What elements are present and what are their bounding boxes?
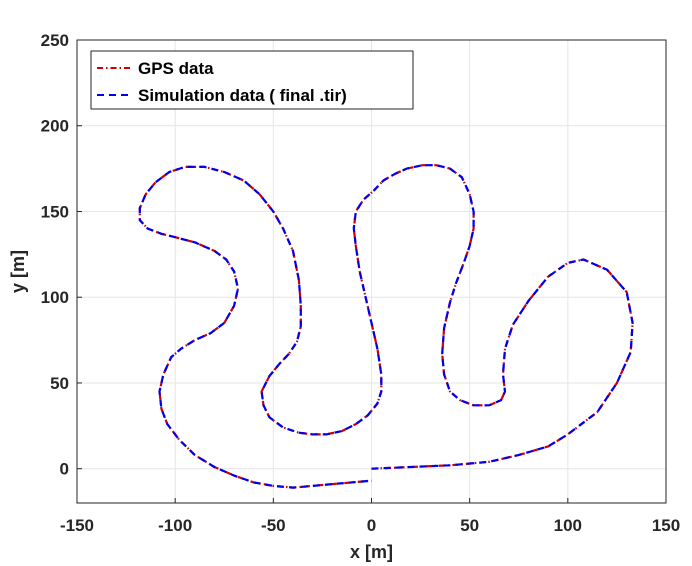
y-tick-label: 200: [41, 117, 69, 136]
grid: [76, 39, 667, 503]
x-tick-label: 100: [554, 516, 582, 535]
x-tick-label: 0: [367, 516, 376, 535]
legend-label-simulation: Simulation data ( final .tir): [138, 86, 347, 105]
y-tick-label: 250: [41, 31, 69, 50]
x-tick-label: -50: [261, 516, 286, 535]
series-layer: [138, 164, 634, 489]
y-tick-label: 50: [50, 374, 69, 393]
tick-labels: -150 -100 -50 0 50 100 150 0 50 100 150 200 250: [41, 31, 681, 535]
y-tick-label: 150: [41, 202, 69, 221]
x-tick-label: -150: [60, 516, 94, 535]
legend-box: [90, 50, 414, 110]
x-tick-label: 50: [460, 516, 479, 535]
x-tick-label: -100: [158, 516, 192, 535]
legend: GPS data Simulation data ( final .tir): [90, 50, 414, 110]
y-tick-label: 0: [60, 460, 69, 479]
x-axis-label: x [m]: [350, 542, 393, 562]
legend-label-gps: GPS data: [138, 59, 214, 78]
y-tick-label: 100: [41, 288, 69, 307]
x-tick-label: 150: [652, 516, 680, 535]
y-axis-label: y [m]: [8, 250, 28, 293]
series-line-1: [138, 164, 634, 489]
